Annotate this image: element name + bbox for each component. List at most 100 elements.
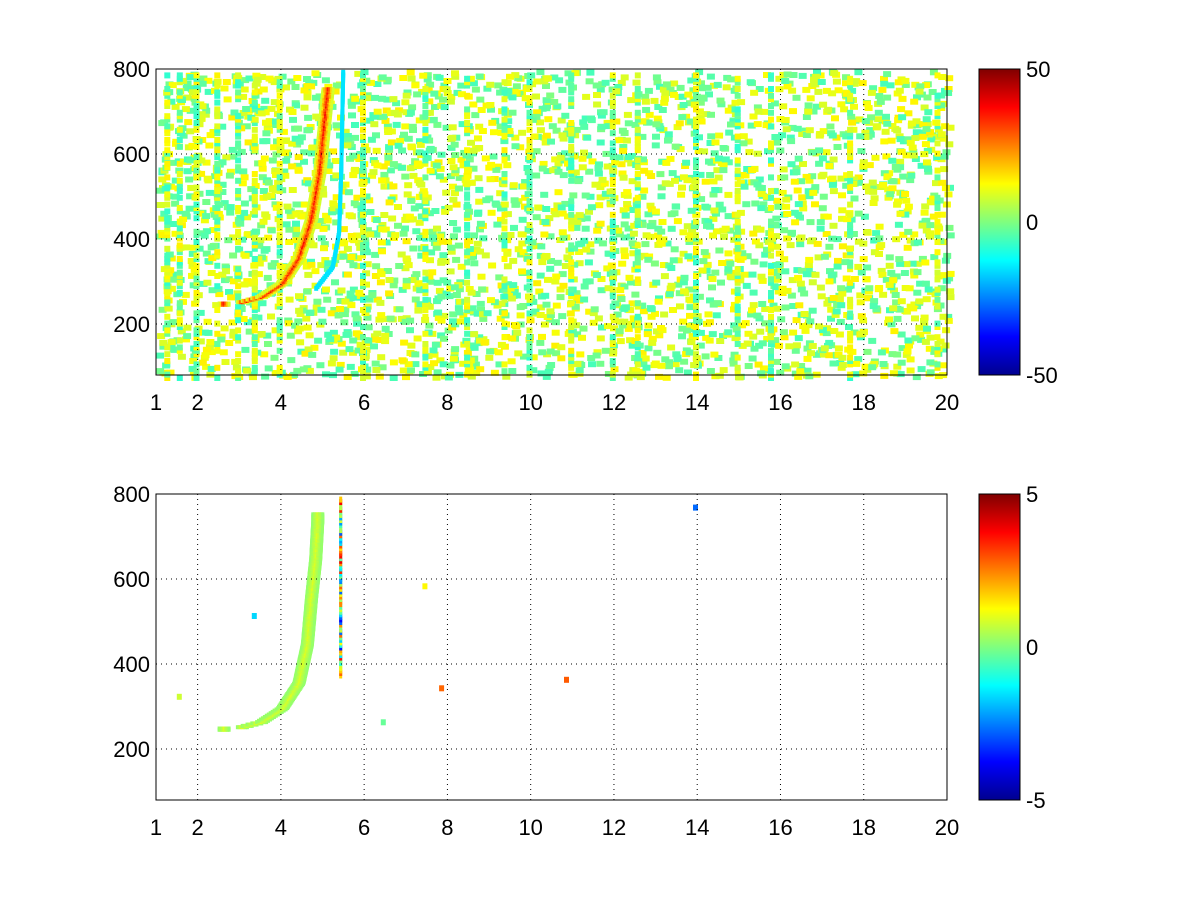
top-noise-cell (683, 369, 692, 376)
top-streak-cell (360, 252, 366, 259)
top-noise-cell (257, 110, 266, 117)
top-noise-cell (575, 370, 584, 377)
top-streak-cell (501, 171, 508, 177)
top-streak-cell (768, 324, 774, 330)
top-noise-cell (667, 265, 676, 271)
top-noise-cell (893, 351, 902, 358)
top-noise-cell (258, 74, 267, 80)
top-noise-cell (648, 335, 657, 342)
top-noise-cell (610, 317, 619, 324)
top-streak-cell (734, 307, 741, 313)
top-noise-cell (655, 332, 664, 339)
top-noise-cell (492, 166, 501, 173)
top-noise-cell (574, 178, 583, 185)
top-streak-cell (634, 164, 641, 171)
top-noise-cell (186, 74, 195, 81)
top-streak-cell (526, 86, 533, 92)
top-noise-cell (292, 237, 301, 244)
top-noise-cell (788, 124, 797, 131)
top-streak-cell (276, 324, 283, 330)
top-streak-cell (768, 228, 774, 235)
top-noise-cell (447, 144, 456, 151)
top-streak-cell (276, 167, 283, 174)
top-noise-cell (439, 176, 448, 183)
top-noise-cell (676, 303, 684, 310)
top-streak-cell (934, 99, 941, 106)
top-streak-cell (193, 273, 200, 279)
top-noise-cell (653, 115, 662, 122)
top-streak-cell (693, 300, 699, 307)
top-noise-cell (628, 300, 637, 307)
top-noise-cell (945, 224, 954, 231)
top-noise-cell (316, 362, 325, 369)
top-noise-cell (242, 106, 251, 112)
top-streak-cell (847, 225, 854, 232)
top-noise-cell (179, 77, 188, 84)
top-noise-cell (706, 73, 715, 80)
top-noise-cell (704, 219, 713, 226)
top-streak-cell (176, 79, 183, 86)
top-streak-cell (235, 228, 242, 235)
top-noise-cell (507, 358, 516, 365)
top-streak-cell (360, 72, 366, 79)
top-noise-cell (880, 80, 889, 87)
top-noise-cell (705, 319, 714, 326)
top-noise-cell (737, 99, 746, 106)
top-streak-cell (768, 341, 774, 347)
top-streak-cell (360, 228, 366, 235)
top-noise-cell (336, 298, 345, 304)
top-noise-cell (736, 209, 745, 216)
top-noise-cell (372, 217, 381, 223)
top-noise-cell (870, 237, 879, 244)
top-noise-cell (372, 263, 381, 270)
top-streak-cell (360, 307, 366, 313)
top-noise-cell (749, 333, 758, 340)
top-noise-cell (377, 312, 386, 319)
top-noise-cell (196, 210, 205, 217)
top-streak-cell (193, 113, 200, 120)
top-noise-cell (470, 232, 479, 239)
top-noise-cell (203, 175, 212, 182)
top-streak-cell (464, 160, 471, 167)
top-streak-cell (164, 330, 171, 337)
top-noise-cell (503, 281, 512, 288)
top-noise-cell (186, 128, 195, 135)
top-noise-cell (341, 306, 350, 313)
top-streak-cell (276, 113, 283, 120)
top-noise-cell (842, 80, 850, 87)
top-noise-cell (243, 232, 252, 239)
top-noise-cell (378, 248, 386, 255)
top-noise-cell (917, 162, 926, 169)
top-noise-cell (940, 166, 949, 173)
top-streak-cell (164, 215, 171, 222)
top-noise-cell (547, 362, 556, 368)
top-noise-cell (857, 269, 866, 276)
top-noise-cell (229, 234, 238, 241)
top-noise-cell (204, 329, 213, 336)
top-streak-cell (568, 177, 575, 184)
top-streak-cell (734, 269, 741, 276)
top-streak-cell (164, 218, 171, 225)
top-streak-cell (693, 160, 699, 167)
top-noise-cell (809, 189, 818, 196)
top-streak-cell (464, 361, 471, 368)
top-noise-cell (751, 238, 760, 245)
top-noise-cell (719, 167, 728, 174)
top-noise-cell (808, 173, 817, 180)
top-streak-cell (251, 317, 258, 324)
top-streak-cell (609, 140, 616, 147)
top-noise-cell (492, 201, 501, 208)
top-noise-cell (870, 195, 879, 202)
top-noise-cell (684, 91, 693, 98)
top-noise-cell (203, 279, 212, 286)
top-streak-cell (276, 137, 283, 143)
top-noise-cell (239, 93, 248, 100)
top-streak-cell (734, 286, 741, 293)
top-noise-cell (345, 346, 354, 353)
top-noise-cell (859, 240, 868, 247)
top-streak-cell (214, 167, 221, 174)
top-noise-cell (611, 159, 620, 166)
top-streak-cell (768, 103, 774, 109)
top-noise-cell (406, 327, 414, 334)
top-streak-cell (768, 143, 774, 150)
